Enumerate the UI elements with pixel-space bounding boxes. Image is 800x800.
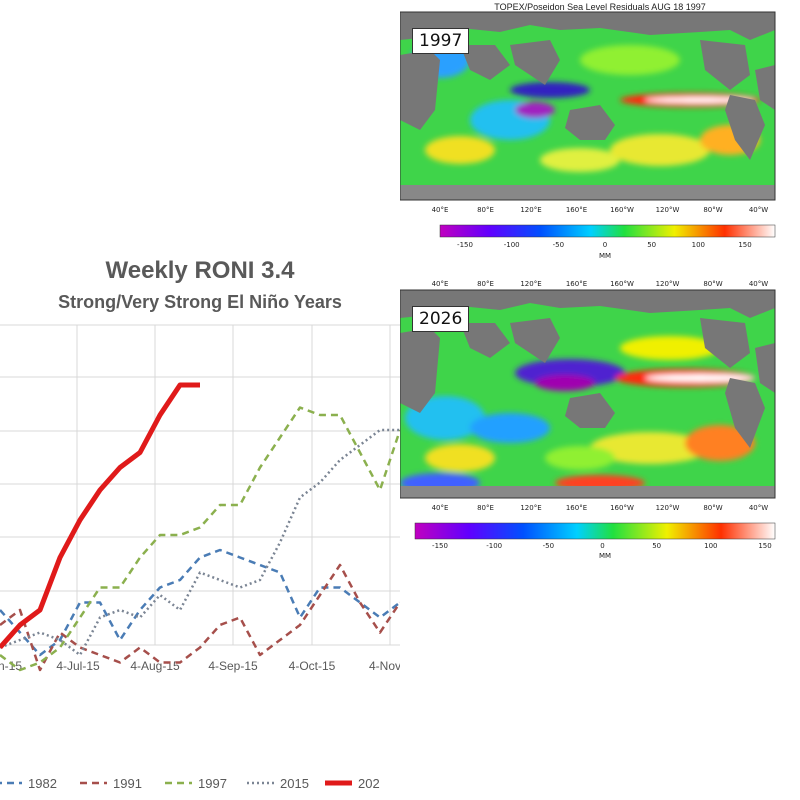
lon-label: 120°W — [656, 504, 680, 512]
roni-chart-panel: Weekly RONI 3.4 Strong/Very Strong El Ni… — [0, 240, 400, 800]
colorbar-tick-label: 100 — [704, 542, 717, 550]
lon-label: 40°W — [749, 280, 768, 288]
colorbar-tick-label: 0 — [603, 241, 607, 249]
colorbar-tick-label: 150 — [758, 542, 771, 550]
lon-label: 160°W — [610, 206, 634, 214]
x-tick-label: 4-Oct-15 — [289, 659, 336, 673]
lon-label: 160°E — [566, 280, 587, 288]
series-line-202 — [0, 382, 200, 650]
lon-label: 120°W — [656, 206, 680, 214]
lon-label: 160°E — [566, 206, 587, 214]
map-1997-lon-labels: 40°E 80°E 120°E 160°E 160°W 120°W 80°W 40°W — [432, 206, 769, 214]
lon-label: 40°E — [432, 280, 449, 288]
map-1997-cbar-unit: MM — [599, 252, 611, 260]
x-tick-label: 4-Sep-15 — [208, 659, 258, 673]
chart-subtitle: Strong/Very Strong El Niño Years — [58, 292, 342, 312]
map-2026-lon-labels: 40°E 80°E 120°E 160°E 160°W 120°W 80°W 40°W — [432, 504, 769, 512]
chart-gridlines — [0, 324, 400, 646]
colorbar-tick-label: -100 — [486, 542, 502, 550]
lon-label: 80°E — [477, 280, 494, 288]
lon-label: 120°W — [656, 280, 680, 288]
legend-label-202: 202 — [358, 776, 380, 791]
colorbar-tick-label: 50 — [647, 241, 656, 249]
x-tick-label: 4-Jul-15 — [56, 659, 100, 673]
lon-label: 160°E — [566, 504, 587, 512]
lon-label: 160°W — [610, 504, 634, 512]
legend-label-2015: 2015 — [280, 776, 309, 791]
map-2026-panel: 40°E 80°E 120°E 160°E 160°W 120°W 80°W 40°W — [400, 278, 800, 560]
colorbar-tick-label: 100 — [692, 241, 705, 249]
lon-label: 40°W — [749, 206, 768, 214]
series-line-1982 — [0, 548, 400, 657]
map-2026-year-label: 2026 — [412, 306, 470, 332]
chart-title: Weekly RONI 3.4 — [106, 257, 296, 284]
series-line-1997 — [0, 406, 400, 672]
lon-label: 120°E — [520, 206, 541, 214]
sea-level-map-2026: 40°E 80°E 120°E 160°E 160°W 120°W 80°W 40°W — [400, 280, 776, 560]
series-line-1991 — [0, 563, 400, 672]
colorbar-tick-label: -150 — [457, 241, 473, 249]
map-1997-title: TOPEX/Poseidon Sea Level Residuals AUG 1… — [494, 2, 706, 12]
lon-label: 120°E — [520, 280, 541, 288]
map-2026-lon-labels-top: 40°E 80°E 120°E 160°E 160°W 120°W 80°W 40°W — [432, 280, 769, 288]
roni-line-chart: Weekly RONI 3.4 Strong/Very Strong El Ni… — [0, 257, 400, 791]
map-1997-year-label: 1997 — [412, 28, 470, 54]
x-tick-label: 4-Nov — [369, 659, 400, 673]
lon-label: 80°W — [703, 504, 722, 512]
colorbar-tick-label: -150 — [432, 542, 448, 550]
map-1997-panel: TOPEX/Poseidon Sea Level Residuals AUG 1… — [400, 0, 800, 260]
chart-series — [0, 382, 400, 672]
x-tick-label: 4-Aug-15 — [130, 659, 180, 673]
map-1997-colorbar-ticks: -150 -100 -50 0 50 100 150 — [457, 241, 752, 249]
map-2026-cbar-unit: MM — [599, 552, 611, 560]
x-tick-label: n-15 — [0, 659, 22, 673]
legend-label-1997: 1997 — [198, 776, 227, 791]
legend-label-1982: 1982 — [28, 776, 57, 791]
lon-label: 160°W — [610, 280, 634, 288]
lon-label: 40°W — [749, 504, 768, 512]
colorbar-tick-label: -50 — [553, 241, 564, 249]
series-line-2015 — [0, 428, 400, 657]
lon-label: 80°W — [703, 280, 722, 288]
map-2026-colorbar-ticks: -150 -100 -50 0 50 100 150 — [432, 542, 772, 550]
lon-label: 80°W — [703, 206, 722, 214]
legend-label-1991: 1991 — [113, 776, 142, 791]
lon-label: 40°E — [432, 504, 449, 512]
lon-label: 120°E — [520, 504, 541, 512]
map-2026-frame — [400, 289, 776, 499]
colorbar-tick-label: 50 — [652, 542, 661, 550]
colorbar-tick-label: -100 — [504, 241, 520, 249]
colorbar-tick-label: 150 — [738, 241, 751, 249]
colorbar-tick-label: 0 — [600, 542, 604, 550]
lon-label: 40°E — [432, 206, 449, 214]
map-2026-colorbar — [414, 522, 776, 540]
map-1997-colorbar — [439, 224, 776, 238]
lon-label: 80°E — [477, 504, 494, 512]
x-axis-ticks: n-15 4-Jul-15 4-Aug-15 4-Sep-15 4-Oct-15 4-No… — [0, 659, 400, 673]
lon-label: 80°E — [477, 206, 494, 214]
colorbar-tick-label: -50 — [543, 542, 554, 550]
chart-legend: 1982 1991 1997 2015 202 — [0, 776, 380, 791]
